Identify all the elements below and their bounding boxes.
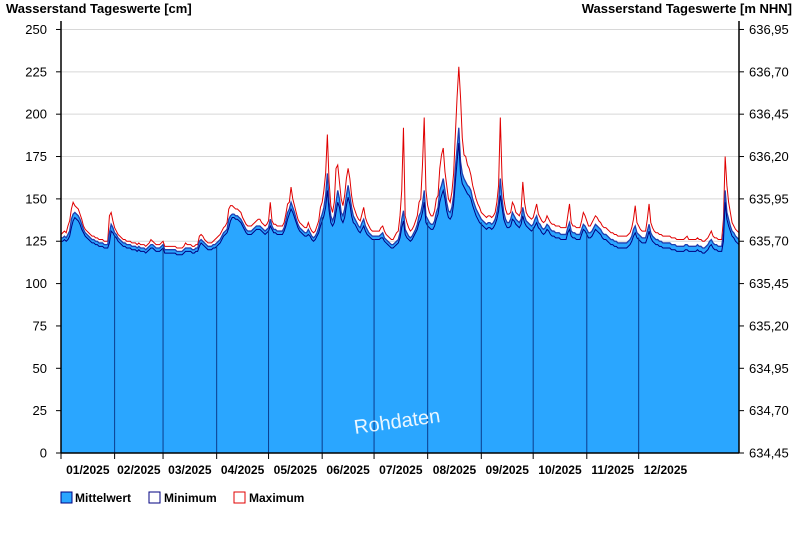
right-y-tick-labels: 634,45 634,70 634,95 635,20 635,45 635,70 635,… bbox=[749, 22, 789, 461]
right-tick-label: 635,70 bbox=[749, 234, 789, 249]
x-month-label: 01/2025 bbox=[66, 463, 110, 477]
right-tick-label: 634,70 bbox=[749, 403, 789, 418]
left-tick-label: 175 bbox=[25, 149, 47, 164]
right-tick-label: 636,45 bbox=[749, 107, 789, 122]
left-tick-label: 150 bbox=[25, 191, 47, 206]
right-tick-label: 634,45 bbox=[749, 446, 789, 461]
left-tick-label: 250 bbox=[25, 22, 47, 37]
right-tick-label: 635,95 bbox=[749, 191, 789, 206]
legend-label-mittelwert: Mittelwert bbox=[75, 491, 131, 505]
x-month-label: 08/2025 bbox=[433, 463, 477, 477]
legend-swatch-mittelwert bbox=[60, 491, 73, 504]
right-tick-label: 634,95 bbox=[749, 361, 789, 376]
legend: Mittelwert Minimum Maximum bbox=[60, 491, 304, 505]
x-month-label: 07/2025 bbox=[379, 463, 423, 477]
left-tick-label: 50 bbox=[33, 361, 47, 376]
left-y-tick-labels: 0 25 50 75 100 125 150 175 200 225 250 bbox=[25, 22, 47, 461]
right-tick-label: 635,20 bbox=[749, 318, 789, 333]
series-minimum-line bbox=[61, 142, 740, 256]
legend-label-maximum: Maximum bbox=[249, 491, 304, 505]
right-tick-label: 636,95 bbox=[749, 22, 789, 37]
legend-swatch-minimum bbox=[148, 491, 161, 504]
x-month-label: 12/2025 bbox=[644, 463, 688, 477]
series-areas bbox=[60, 66, 740, 453]
series-mittelwert-line bbox=[61, 127, 740, 253]
left-tick-label: 100 bbox=[25, 276, 47, 291]
series-maximum-line bbox=[60, 66, 740, 249]
right-tick-label: 636,20 bbox=[749, 149, 789, 164]
axes bbox=[60, 21, 740, 454]
legend-swatch-maximum bbox=[233, 491, 246, 504]
series-mittelwert-area bbox=[61, 127, 739, 453]
left-tick-label: 25 bbox=[33, 403, 47, 418]
x-month-label: 11/2025 bbox=[591, 463, 634, 477]
x-month-label: 02/2025 bbox=[117, 463, 161, 477]
x-month-labels: 01/2025 02/2025 03/2025 04/2025 05/2025 06/20… bbox=[66, 463, 687, 477]
left-tick-label: 125 bbox=[25, 234, 47, 249]
left-tick-label: 75 bbox=[33, 318, 47, 333]
x-month-label: 05/2025 bbox=[274, 463, 318, 477]
x-month-label: 04/2025 bbox=[221, 463, 265, 477]
right-tick-label: 636,70 bbox=[749, 64, 789, 79]
x-month-label: 06/2025 bbox=[326, 463, 370, 477]
month-separator-lines bbox=[60, 217, 640, 459]
legend-label-minimum: Minimum bbox=[164, 491, 217, 505]
right-axis-title: Wasserstand Tageswerte [m NHN] bbox=[582, 1, 792, 16]
left-axis-title: Wasserstand Tageswerte [cm] bbox=[6, 1, 192, 16]
x-month-label: 10/2025 bbox=[538, 463, 582, 477]
x-month-label: 03/2025 bbox=[168, 463, 212, 477]
left-tick-label: 200 bbox=[25, 107, 47, 122]
right-tick-label: 635,45 bbox=[749, 276, 789, 291]
left-tick-label: 0 bbox=[40, 446, 47, 461]
x-month-label: 09/2025 bbox=[486, 463, 530, 477]
left-tick-label: 225 bbox=[25, 64, 47, 79]
